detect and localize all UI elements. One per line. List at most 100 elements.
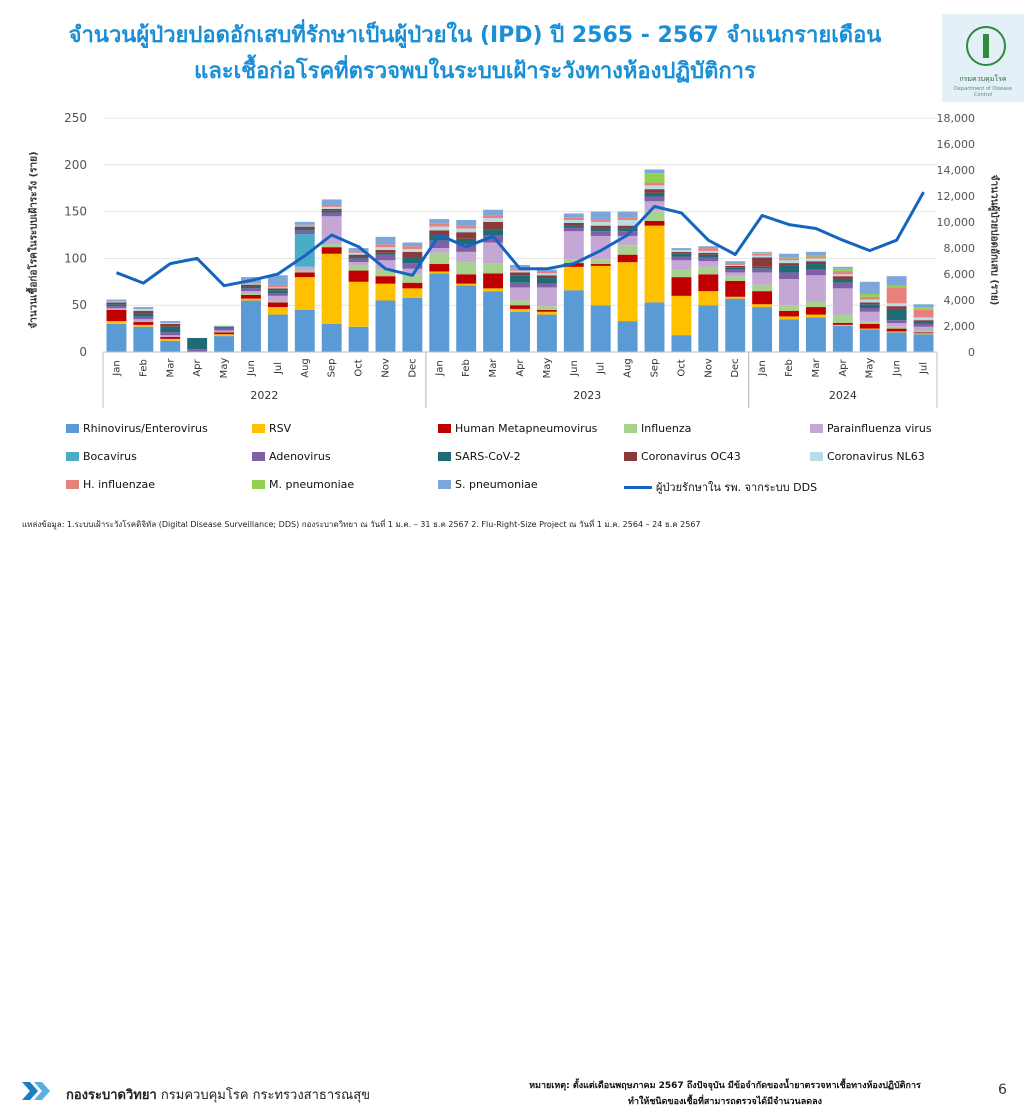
- bar-segment: [483, 291, 504, 352]
- bar-segment: [590, 225, 611, 229]
- bar-segment: [805, 317, 826, 352]
- x-tick-label: Dec: [730, 358, 741, 377]
- bar-segment: [805, 275, 826, 302]
- bar-segment: [832, 314, 853, 323]
- bar-segment: [886, 322, 907, 327]
- bar-segment: [886, 308, 907, 321]
- bar-segment: [510, 275, 530, 283]
- bar-segment: [617, 225, 638, 229]
- bar-segment: [913, 320, 934, 323]
- bar-segment: [429, 273, 450, 352]
- bar-segment: [348, 281, 369, 327]
- bar-segment: [294, 226, 315, 229]
- bar-segment: [402, 242, 423, 247]
- bar-segment: [456, 238, 477, 245]
- bar-segment: [429, 219, 450, 224]
- bar-segment: [321, 210, 342, 213]
- bar-segment: [375, 249, 396, 253]
- bar-segment: [563, 290, 584, 352]
- bar-segment: [805, 307, 826, 315]
- bar-segment: [805, 269, 826, 276]
- bar-segment: [644, 182, 665, 186]
- bar-segment: [779, 272, 799, 279]
- bar-segment: [483, 263, 504, 274]
- bar-segment: [402, 263, 423, 269]
- bar-segment: [294, 266, 315, 271]
- x-tick-label: Jan: [111, 360, 122, 376]
- bar-segment: [375, 247, 396, 250]
- bar-segment: [832, 276, 853, 279]
- bar-segment: [294, 225, 315, 227]
- bar-segment: [752, 253, 773, 256]
- bar-segment: [725, 280, 746, 297]
- bar-segment: [267, 301, 288, 303]
- logo-subtext: Department of Disease Control: [954, 86, 1012, 98]
- y-tick-label-right: 18,000: [937, 112, 976, 125]
- bar-segment: [348, 270, 369, 282]
- y-tick-label-right: 10,000: [937, 216, 976, 229]
- legend-item: Coronavirus OC43: [624, 450, 741, 463]
- bar-segment: [214, 330, 235, 333]
- legend-label: Bocavirus: [83, 450, 137, 463]
- bar-segment: [671, 253, 692, 257]
- bar-segment: [859, 281, 880, 294]
- bar-segment: [402, 282, 423, 289]
- bar-segment: [617, 245, 638, 255]
- bar-segment: [752, 272, 773, 285]
- bar-segment: [536, 309, 557, 312]
- bar-segment: [590, 265, 611, 306]
- bar-segment: [779, 253, 799, 258]
- bar-segment: [375, 260, 396, 270]
- bar-segment: [886, 326, 907, 329]
- legend-item: Bocavirus: [66, 450, 137, 463]
- bar-segment: [590, 219, 611, 222]
- x-tick-label: Oct: [354, 359, 365, 376]
- bar-segment: [563, 225, 584, 228]
- bar-segment: [805, 255, 826, 257]
- bar-segment: [241, 294, 261, 299]
- bar-segment: [321, 212, 342, 217]
- bar-segment: [510, 282, 530, 288]
- note-line-2: ทำให้ชนิดของเชื้อที่สามารถตรวจได้มีจำนวน…: [628, 1097, 822, 1107]
- bar-segment: [805, 264, 826, 270]
- legend-label: Rhinovirus/Enterovirus: [83, 422, 208, 435]
- pneumonia-chart: 0 50 100 150 200 250 0 2,000 4,000 6,000 8,000 10,0…: [64, 111, 976, 408]
- bar-segment: [429, 235, 450, 241]
- x-tick-label: Jul: [596, 362, 607, 375]
- bar-segment: [725, 269, 746, 273]
- bar-segment: [671, 248, 692, 250]
- line-inpatients: [115, 191, 925, 288]
- bar-segment: [832, 324, 853, 326]
- bar-segment: [832, 266, 853, 269]
- legend-swatch: [252, 424, 265, 433]
- bar-segment: [348, 258, 369, 263]
- bar-segment: [267, 285, 288, 288]
- legend-swatch: [438, 452, 451, 461]
- legend-label: S. pneumoniae: [455, 478, 538, 491]
- bar-segment: [348, 254, 369, 257]
- bar-segment: [805, 251, 826, 256]
- bar-segment: [241, 282, 261, 284]
- bar-segment: [456, 274, 477, 284]
- bar-segment: [644, 196, 665, 202]
- bar-segment: [886, 332, 907, 352]
- bar-segment: [913, 309, 934, 318]
- bar-segment: [321, 253, 342, 324]
- bar-segment: [671, 249, 692, 250]
- bar-segment: [832, 325, 853, 352]
- legend-swatch: [438, 480, 451, 489]
- legend-label: H. influenzae: [83, 478, 156, 491]
- y-tick-label-right: 0: [968, 346, 975, 359]
- legend-swatch: [438, 424, 451, 433]
- bar-segment: [348, 248, 369, 251]
- legend-label: Adenovirus: [269, 450, 331, 463]
- bar-segment: [348, 250, 369, 253]
- bar-segment: [752, 252, 773, 254]
- bar-segment: [617, 254, 638, 263]
- legend-item: Parainfluenza virus: [810, 422, 932, 435]
- bar-segment: [160, 323, 181, 327]
- bar-segment: [644, 302, 665, 352]
- bar-segment: [214, 334, 235, 337]
- bar-segment: [375, 236, 396, 245]
- bar-segment: [563, 231, 584, 260]
